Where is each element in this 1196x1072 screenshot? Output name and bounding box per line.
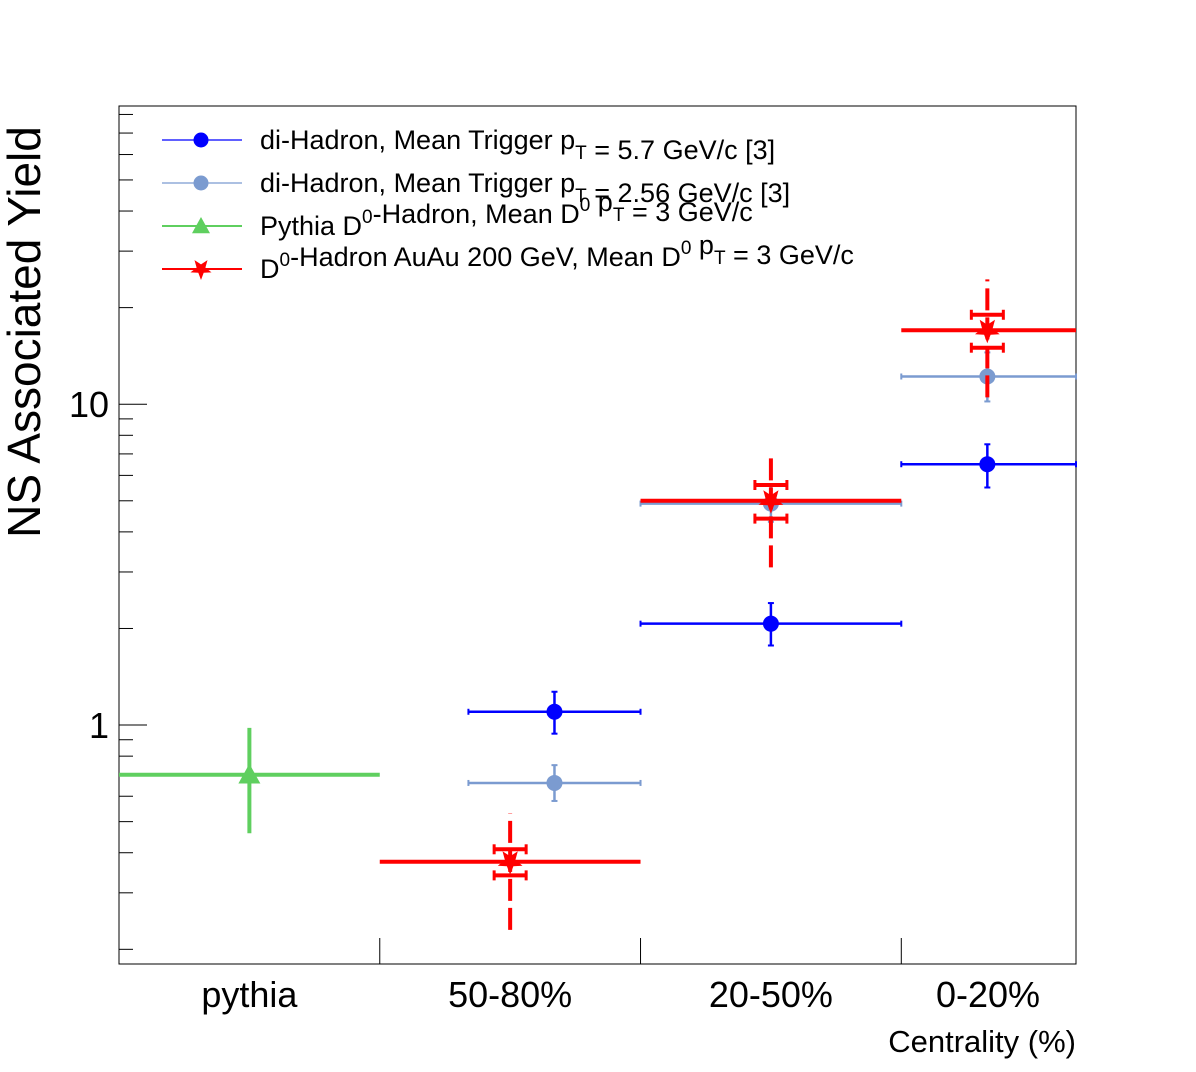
x-tick-label: 0-20% bbox=[936, 974, 1040, 1015]
circle-marker bbox=[546, 774, 563, 791]
series-3 bbox=[379, 279, 1076, 930]
star-marker bbox=[497, 851, 523, 875]
triangle-marker bbox=[238, 763, 261, 784]
plot-frame bbox=[118, 105, 1077, 965]
star-marker bbox=[975, 319, 1000, 344]
legend-label-part: 0 bbox=[362, 207, 373, 228]
series-0 bbox=[467, 443, 1077, 735]
legend-label-part: T bbox=[575, 143, 587, 164]
circle-marker bbox=[193, 132, 209, 148]
x-tick-label: 20-50% bbox=[709, 974, 833, 1015]
y-tick-label: 10 bbox=[69, 384, 109, 425]
y-axis-label: NS Associated Yield bbox=[0, 126, 50, 538]
circle-marker bbox=[762, 615, 779, 632]
series-1 bbox=[467, 351, 1077, 802]
legend-label-part: = 5.7 GeV/c [3] bbox=[587, 135, 775, 165]
circle-marker bbox=[979, 456, 996, 473]
circle-marker bbox=[193, 175, 209, 191]
legend-label-part: Pythia D bbox=[260, 211, 362, 241]
legend-label-part: D bbox=[260, 254, 280, 284]
legend-label: di-Hadron, Mean Trigger pT = 2.56 GeV/c … bbox=[260, 168, 790, 208]
legend-label-part: 0 bbox=[580, 195, 591, 216]
legend-label-part: = 3 GeV/c bbox=[624, 197, 752, 227]
legend-label-part: T bbox=[613, 205, 625, 226]
legend-label-part: di-Hadron, Mean Trigger p bbox=[260, 125, 575, 155]
legend-label-part: -Hadron, Mean D bbox=[373, 199, 580, 229]
circle-marker bbox=[546, 703, 563, 720]
legend-label: Pythia D0-Hadron, Mean D0 pT = 3 GeV/c bbox=[260, 187, 753, 241]
x-axis-label: Centrality (%) bbox=[888, 1024, 1076, 1059]
legend-label-part: p bbox=[691, 230, 714, 260]
x-tick-label: 50-80% bbox=[448, 974, 572, 1015]
series-2 bbox=[119, 727, 380, 834]
legend-label-part: = 3 GeV/c bbox=[726, 240, 854, 270]
legend: di-Hadron, Mean Trigger pT = 5.7 GeV/c [… bbox=[162, 125, 854, 284]
legend-label: D0-Hadron AuAu 200 GeV, Mean D0 pT = 3 G… bbox=[260, 230, 854, 284]
legend-label-part: 0 bbox=[681, 238, 692, 259]
legend-label-part: T bbox=[714, 248, 726, 269]
star-marker bbox=[758, 490, 784, 514]
axis-ticks: 1 10 pythia 50-80% 20-50% 0-20% bbox=[69, 113, 1040, 1015]
legend-label-part: di-Hadron, Mean Trigger p bbox=[260, 168, 575, 198]
legend-label-part: T bbox=[575, 186, 587, 207]
data-marks bbox=[119, 279, 1077, 930]
y-tick-label: 1 bbox=[89, 705, 109, 746]
legend-label: di-Hadron, Mean Trigger pT = 5.7 GeV/c [… bbox=[260, 125, 775, 165]
legend-label-part: p bbox=[590, 187, 613, 217]
legend-label-part: = 2.56 GeV/c [3] bbox=[587, 178, 790, 208]
legend-label-part: -Hadron AuAu 200 GeV, Mean D bbox=[290, 242, 681, 272]
triangle-marker bbox=[192, 217, 210, 234]
x-tick-label: pythia bbox=[201, 974, 298, 1015]
legend-label-part: 0 bbox=[280, 250, 291, 271]
star-marker bbox=[190, 260, 212, 280]
